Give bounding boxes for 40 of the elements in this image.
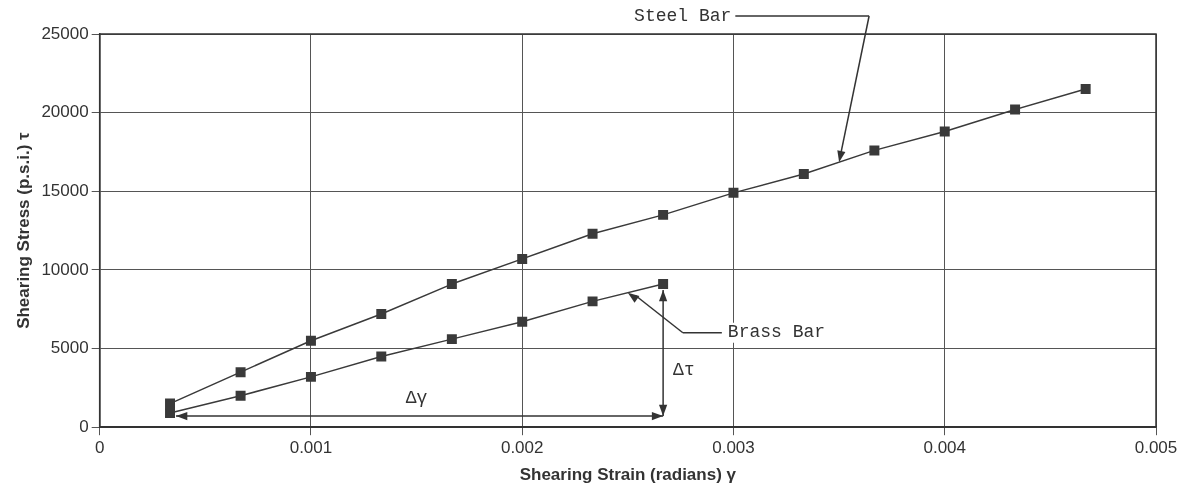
point <box>1080 84 1091 95</box>
x-tick-label: 0.001 <box>289 438 333 458</box>
point <box>376 308 387 319</box>
point <box>658 279 669 290</box>
text: Steel Bar <box>634 5 732 26</box>
y-tick-label: 0 <box>79 416 89 436</box>
point <box>517 316 528 327</box>
y-tick-label: 10000 <box>41 259 89 279</box>
x-tick-label: 0.005 <box>1134 438 1178 458</box>
point <box>165 398 176 409</box>
x-tick-label: 0 <box>94 438 105 458</box>
x-tick-label: 0.002 <box>500 438 544 458</box>
point <box>517 253 528 264</box>
y-tick-label: 25000 <box>41 23 89 43</box>
y-tick-label: 5000 <box>50 338 89 358</box>
point <box>1010 104 1021 115</box>
x-tick-label: 0.004 <box>923 438 967 458</box>
point <box>728 187 739 198</box>
point <box>939 126 950 137</box>
point <box>305 371 316 382</box>
y-axis-title: Shearing Stress (p.s.i.) τ <box>13 131 33 329</box>
annotation: Brass Bar <box>727 322 826 343</box>
point <box>446 334 457 345</box>
annotation: Δτ <box>673 359 695 380</box>
point <box>587 296 598 307</box>
point <box>235 367 246 378</box>
x-axis-title: Shearing Strain (radians) γ <box>519 465 737 485</box>
point <box>869 145 880 156</box>
point <box>376 351 387 362</box>
point <box>305 335 316 346</box>
point <box>446 279 457 290</box>
x-tick-label: 0.003 <box>712 438 755 458</box>
point <box>658 209 669 220</box>
y-tick-label: 15000 <box>41 180 89 200</box>
point <box>235 390 246 401</box>
y-tick-label: 20000 <box>41 102 89 122</box>
point <box>798 168 809 179</box>
annotation: Δγ <box>405 387 428 408</box>
point <box>587 228 598 239</box>
point <box>165 408 176 419</box>
